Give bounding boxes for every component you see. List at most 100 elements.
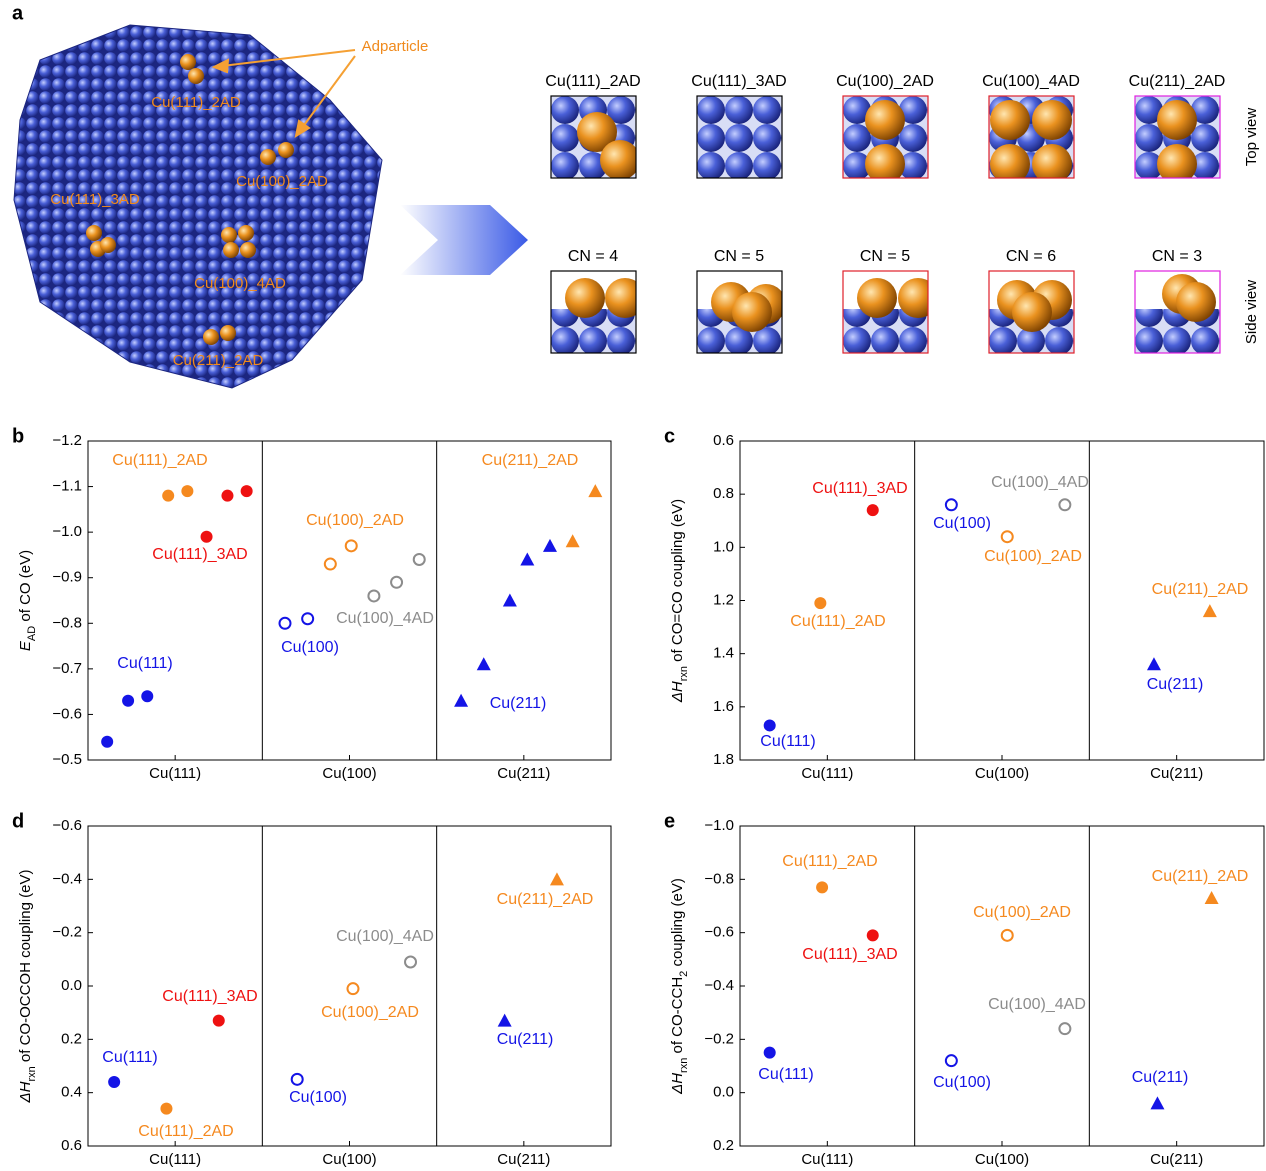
open-circle-marker bbox=[944, 1054, 958, 1068]
y-axis-label-part: rxn bbox=[678, 666, 690, 681]
open-circle-marker bbox=[404, 955, 418, 969]
top-view bbox=[989, 96, 1074, 178]
series-annotation: Cu(211) bbox=[1132, 1069, 1189, 1086]
panel-label: a bbox=[12, 2, 24, 24]
triangle-marker bbox=[520, 552, 535, 566]
series-annotation: Cu(100) bbox=[933, 515, 991, 532]
open-circle-marker bbox=[390, 575, 404, 589]
adatom bbox=[1157, 144, 1197, 178]
top-view bbox=[843, 96, 928, 178]
y-tick-label: −0.4 bbox=[52, 870, 82, 887]
x-tick-label: Cu(100) bbox=[322, 765, 376, 782]
series-annotation: Cu(100) bbox=[289, 1089, 347, 1106]
series-annotation: Cu(100)_4AD bbox=[988, 996, 1086, 1013]
circle-marker bbox=[866, 929, 879, 942]
structure-name: Cu(211)_2AD bbox=[1129, 73, 1226, 90]
y-tick-label: 0.6 bbox=[713, 432, 734, 449]
series-annotation: Cu(100)_2AD bbox=[306, 512, 404, 529]
panel-label: d bbox=[12, 810, 24, 832]
adatom bbox=[1032, 144, 1072, 178]
y-axis-label-part: ΔH bbox=[669, 1073, 686, 1095]
y-tick-label: 1.8 bbox=[713, 751, 734, 768]
x-tick-label: Cu(111) bbox=[149, 1151, 201, 1168]
open-circle-marker bbox=[1000, 928, 1014, 942]
series-annotation: Cu(100)_2AD bbox=[984, 548, 1082, 565]
triangle-marker bbox=[565, 534, 580, 548]
series-annotation: Cu(211)_2AD bbox=[1152, 868, 1249, 885]
coordination-number: CN = 5 bbox=[860, 248, 910, 265]
series-annotation: Cu(211)_2AD bbox=[497, 891, 594, 908]
series-annotation: Cu(100)_4AD bbox=[991, 474, 1089, 491]
triangle-marker bbox=[454, 693, 469, 707]
structure-name: Cu(100)_4AD bbox=[982, 73, 1080, 90]
x-tick-label: Cu(111) bbox=[801, 1151, 853, 1168]
y-axis-label-part: of CO-OCCOH coupling (eV) bbox=[17, 870, 34, 1067]
series-annotation: Cu(111)_2AD bbox=[790, 613, 885, 630]
series-annotation: Cu(111) bbox=[760, 733, 815, 750]
triangle-marker bbox=[549, 872, 564, 886]
triangle-marker bbox=[1150, 1096, 1165, 1110]
circle-marker bbox=[181, 485, 194, 498]
adatom bbox=[1012, 292, 1052, 332]
series-annotation: Cu(111)_2AD bbox=[138, 1123, 233, 1140]
open-circle-marker bbox=[1058, 1022, 1072, 1036]
y-tick-label: −1.0 bbox=[704, 817, 734, 834]
adatom bbox=[600, 140, 636, 178]
x-tick-label: Cu(211) bbox=[1150, 765, 1203, 782]
y-tick-label: 1.6 bbox=[713, 698, 734, 715]
structure-frame bbox=[842, 95, 929, 179]
series-annotation: Cu(211) bbox=[497, 1031, 554, 1048]
y-tick-label: −0.4 bbox=[704, 977, 734, 994]
substrate bbox=[551, 309, 636, 353]
series-annotation: Cu(100)_4AD bbox=[336, 610, 434, 627]
adatom bbox=[1176, 282, 1216, 322]
adatom bbox=[865, 100, 905, 140]
substrate bbox=[843, 309, 928, 353]
triangle-marker bbox=[542, 538, 557, 552]
triangle-marker bbox=[1146, 657, 1161, 671]
y-axis-label: ΔHrxn of CO-CCH2 coupling (eV) bbox=[669, 878, 690, 1095]
circle-marker bbox=[162, 489, 175, 502]
triangle-marker bbox=[1204, 891, 1219, 904]
circle-marker bbox=[763, 719, 776, 732]
circle-marker bbox=[122, 694, 135, 707]
y-tick-label: −0.9 bbox=[52, 569, 82, 586]
y-tick-label: 0.0 bbox=[61, 977, 82, 994]
y-axis-label-part: of CO (eV) bbox=[17, 550, 34, 626]
circle-marker bbox=[160, 1102, 173, 1115]
open-circle-marker bbox=[412, 552, 426, 566]
structure-frame bbox=[550, 95, 637, 179]
adatom bbox=[857, 278, 897, 318]
series-annotation: Cu(111)_3AD bbox=[152, 546, 247, 563]
adatom bbox=[1157, 100, 1197, 140]
triangle-marker bbox=[497, 1013, 512, 1027]
x-tick-label: Cu(211) bbox=[1150, 1151, 1203, 1168]
y-tick-label: 1.0 bbox=[713, 538, 734, 555]
y-tick-label: −0.5 bbox=[52, 751, 82, 768]
triangle-marker bbox=[502, 593, 517, 607]
adatom bbox=[865, 144, 905, 178]
circle-marker bbox=[221, 489, 234, 502]
series-annotation: Cu(111) bbox=[758, 1066, 813, 1083]
y-tick-label: 1.4 bbox=[713, 645, 734, 662]
adatom bbox=[990, 144, 1030, 178]
top-view bbox=[1135, 96, 1220, 178]
panel-label: b bbox=[12, 425, 24, 447]
adatom bbox=[565, 278, 605, 318]
circle-marker bbox=[240, 485, 253, 498]
structure-frame bbox=[550, 270, 637, 354]
y-tick-label: 0.2 bbox=[713, 1137, 734, 1154]
big-arrow bbox=[400, 205, 528, 275]
site-label: Cu(100)_4AD bbox=[194, 275, 286, 292]
site-label: Cu(111)_2AD bbox=[151, 94, 241, 111]
structure-name: Cu(100)_2AD bbox=[836, 73, 934, 90]
side-view bbox=[843, 271, 928, 353]
y-tick-label: 1.2 bbox=[713, 591, 734, 608]
y-axis-label-part: rxn bbox=[678, 1058, 690, 1073]
coordination-number: CN = 4 bbox=[568, 248, 618, 265]
structure-frame bbox=[696, 95, 783, 179]
circle-marker bbox=[108, 1076, 121, 1088]
callout-label: Adparticle bbox=[362, 38, 429, 55]
nanoparticle bbox=[13, 24, 383, 389]
substrate bbox=[1135, 309, 1220, 353]
